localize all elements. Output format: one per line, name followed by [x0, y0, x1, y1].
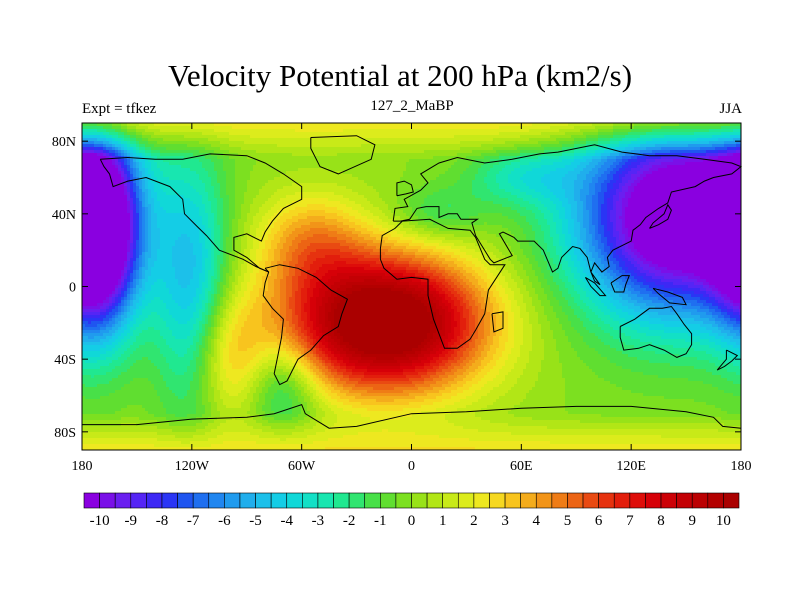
colorbar: -10 -9 -8 -7 -6 -5 -4 -3 -2 -1 0 1 2 3 4 5 6 7 8 9 10	[83, 492, 740, 529]
y-tick-label: 80S	[54, 426, 76, 441]
colorbar-swatch	[333, 492, 350, 509]
colorbar-label: -7	[187, 513, 200, 529]
colorbar-label: 10	[716, 513, 731, 529]
colorbar-swatch	[302, 492, 319, 509]
colorbar-swatch	[504, 492, 521, 509]
colorbar-label: 4	[533, 513, 541, 529]
colorbar-swatch	[707, 492, 724, 509]
colorbar-swatch	[161, 492, 178, 509]
colorbar-label: 2	[470, 513, 478, 529]
colorbar-swatch	[146, 492, 163, 509]
colorbar-swatch	[691, 492, 709, 509]
colorbar-swatch	[629, 492, 646, 509]
y-tick-label: 0	[69, 281, 76, 296]
colorbar-swatch	[551, 492, 568, 509]
case-label: 127_2_MaBP	[0, 98, 800, 115]
coast-new-zealand	[716, 349, 739, 371]
colorbar-label: -5	[249, 513, 262, 529]
contour-field	[82, 123, 742, 451]
y-tick-label: 40S	[54, 353, 76, 368]
coast-south-america	[262, 264, 349, 386]
coastlines	[82, 135, 742, 429]
x-tick-label: 120W	[175, 459, 210, 474]
colorbar-label: -9	[125, 513, 138, 529]
colorbar-label: 1	[439, 513, 447, 529]
colorbar-swatch	[208, 492, 225, 509]
coast-borneo	[610, 275, 631, 293]
coast-madagascar	[491, 311, 504, 333]
colorbar-swatch	[426, 492, 443, 509]
colorbar-swatch	[224, 492, 241, 509]
coast-sumatra	[584, 276, 607, 297]
colorbar-label: 9	[688, 513, 696, 529]
x-tick-label: 60E	[510, 459, 533, 474]
colorbar-label: -2	[343, 513, 356, 529]
colorbar-label: 3	[501, 513, 509, 529]
coast-japan	[649, 203, 672, 229]
colorbar-swatch	[645, 492, 662, 509]
colorbar-label: -4	[280, 513, 293, 529]
colorbar-label: -8	[156, 513, 169, 529]
colorbar-label: 8	[657, 513, 665, 529]
colorbar-swatch	[473, 492, 490, 509]
colorbar-swatch	[380, 492, 397, 509]
chart-title: Velocity Potential at 200 hPa (km2/s)	[0, 58, 800, 94]
coast-north-america	[99, 153, 303, 273]
colorbar-swatch	[99, 492, 116, 509]
experiment-label: Expt = tfkez	[82, 101, 156, 118]
y-axis: 80N 40N 0 40S 80S	[52, 135, 741, 441]
colorbar-swatch	[114, 492, 132, 509]
colorbar-swatch	[239, 492, 256, 509]
x-tick-label: 120E	[616, 459, 646, 474]
colorbar-swatch	[270, 492, 288, 509]
colorbar-swatch	[192, 492, 210, 509]
colorbar-swatch	[411, 492, 428, 509]
y-tick-label: 40N	[52, 208, 76, 223]
x-tick-label: 60W	[288, 459, 316, 474]
colorbar-swatch	[676, 492, 693, 509]
coast-new-guinea	[652, 287, 687, 306]
colorbar-swatch	[395, 492, 412, 509]
colorbar-swatch	[535, 492, 553, 509]
colorbar-swatch	[598, 492, 615, 509]
colorbar-swatch	[567, 492, 584, 509]
colorbar-swatch	[364, 492, 381, 509]
coast-australia	[619, 305, 693, 358]
x-axis: 180 120W 60W 0 60E 120E 180	[72, 123, 752, 474]
colorbar-label: 0	[408, 513, 416, 529]
colorbar-swatch	[286, 492, 303, 509]
colorbar-swatch	[582, 492, 599, 509]
x-tick-label: 180	[731, 459, 752, 474]
x-tick-label: 180	[72, 459, 93, 474]
colorbar-swatch	[130, 492, 147, 509]
x-tick-label: 0	[408, 459, 415, 474]
colorbar-swatch	[177, 492, 194, 509]
colorbar-swatch	[520, 492, 537, 509]
coast-antarctica	[82, 403, 742, 429]
colorbar-swatch	[348, 492, 366, 509]
colorbar-label: 7	[626, 513, 634, 529]
coast-eurasia	[392, 144, 742, 286]
season-label: JJA	[719, 101, 742, 118]
colorbar-swatch	[457, 492, 475, 509]
coast-africa	[379, 218, 506, 349]
colorbar-swatch	[442, 492, 459, 509]
y-tick-label: 80N	[52, 135, 76, 150]
colorbar-swatch	[489, 492, 506, 509]
colorbar-label: -6	[218, 513, 231, 529]
colorbar-label: 6	[595, 513, 603, 529]
colorbar-label: -3	[312, 513, 325, 529]
colorbar-swatch	[613, 492, 631, 509]
colorbar-swatch	[255, 492, 272, 509]
colorbar-swatch	[723, 492, 740, 509]
colorbar-label: 5	[564, 513, 572, 529]
colorbar-swatch	[660, 492, 677, 509]
colorbar-swatch	[317, 492, 334, 509]
colorbar-label: -10	[90, 513, 110, 529]
coast-greenland	[310, 135, 376, 175]
colorbar-label: -1	[374, 513, 387, 529]
coast-british-isles	[396, 180, 414, 197]
colorbar-swatch	[83, 492, 100, 509]
